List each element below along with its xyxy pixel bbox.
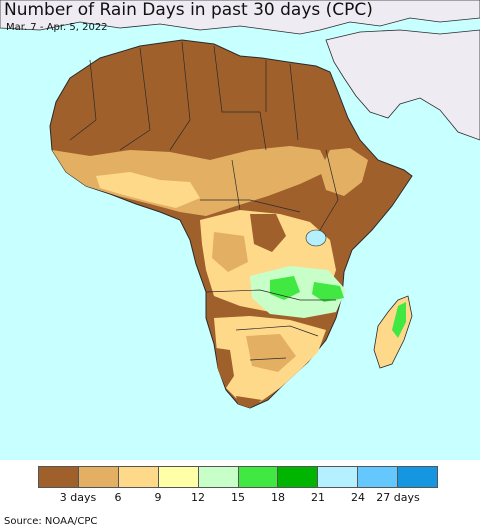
ethiopian-highlands [320, 148, 368, 196]
south-coast [236, 396, 262, 408]
lake-victoria [305, 229, 327, 247]
legend-swatch-5 [238, 467, 279, 487]
country-borders [69, 41, 339, 361]
legend-label: 15 [231, 491, 245, 504]
map-area [0, 0, 480, 460]
legend-label: 21 [311, 491, 325, 504]
kalahari-patch [246, 334, 296, 372]
color-legend [38, 466, 438, 488]
legend-label: 24 [351, 491, 365, 504]
legend-swatch-1 [78, 467, 119, 487]
legend-label: 27 days [376, 491, 420, 504]
date-range: Mar. 7 - Apr. 5, 2022 [6, 22, 108, 33]
wet-zone-medium [270, 276, 300, 300]
map-title: Number of Rain Days in past 30 days (CPC… [4, 0, 373, 20]
madagascar [373, 295, 413, 369]
wet-zone-medium-east [312, 282, 344, 302]
legend-label: 12 [191, 491, 205, 504]
legend-label: 9 [154, 491, 162, 504]
west-africa-coast [96, 172, 200, 208]
legend-swatch-8 [358, 467, 399, 487]
madagascar-wet [392, 302, 406, 338]
legend-label: 18 [271, 491, 285, 504]
namibia-coast [216, 348, 234, 388]
legend-swatch-7 [318, 467, 359, 487]
map-svg [0, 0, 480, 409]
legend-label: 3 days [59, 491, 97, 504]
source-credit: Source: NOAA/CPC [4, 516, 98, 527]
legend-labels: 3 days 6 9 12 15 18 21 24 27 days [38, 491, 438, 505]
legend-swatch-3 [158, 467, 199, 487]
legend-swatch-4 [198, 467, 239, 487]
congo-tan-patch [212, 232, 248, 272]
legend-label: 6 [114, 491, 122, 504]
europe-landmass [0, 0, 480, 35]
legend-swatch-2 [118, 467, 159, 487]
legend-swatch-9 [398, 467, 438, 487]
legend-swatch-0 [39, 467, 79, 487]
middle-east-landmass [325, 29, 480, 141]
sahel-band [52, 146, 330, 216]
congo-dry-patch [250, 214, 286, 252]
legend-swatch-6 [278, 467, 319, 487]
